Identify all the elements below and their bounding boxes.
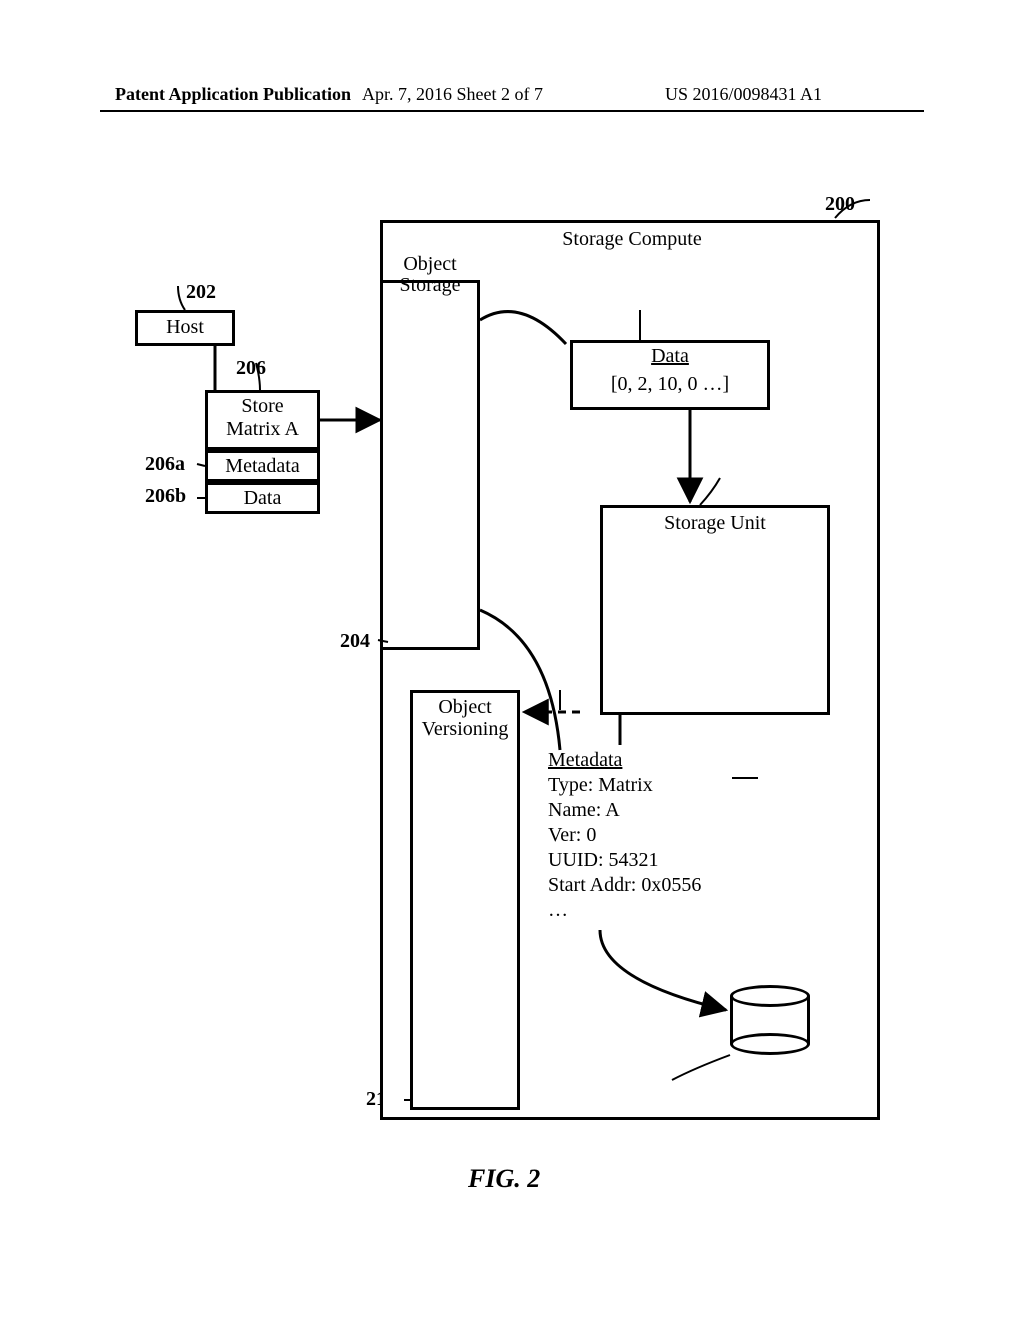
meta-uuid: UUID: 54321 xyxy=(548,848,758,873)
object-storage-box xyxy=(380,280,480,650)
page: Patent Application Publication Apr. 7, 2… xyxy=(0,0,1024,1320)
object-versioning-box xyxy=(410,690,520,1110)
data-header: Data xyxy=(570,345,770,368)
ref-206: 206 xyxy=(236,357,266,380)
ref-202: 202 xyxy=(186,281,216,304)
meta-type: Type: Matrix xyxy=(548,773,758,798)
pub-header-left: Patent Application Publication xyxy=(115,84,351,105)
metadata-cell-label: Metadata xyxy=(205,455,320,478)
object-storage-l1: Object xyxy=(380,253,480,276)
ref-206b: 206b xyxy=(145,485,186,508)
metadata-block: Metadata Type: Matrix Name: A Ver: 0 UUI… xyxy=(548,748,758,923)
ref-200: 200 xyxy=(825,193,855,216)
ref-206a: 206a xyxy=(145,453,185,476)
pub-header-right: US 2016/0098431 A1 xyxy=(665,84,822,105)
object-storage-l2: Storage xyxy=(380,274,480,297)
storage-compute-label: Storage Compute xyxy=(512,228,752,251)
figure-caption: FIG. 2 xyxy=(468,1164,540,1194)
object-versioning-l2: Versioning xyxy=(410,718,520,741)
metadata-header: Metadata xyxy=(548,748,758,773)
store-l1: Store xyxy=(205,395,320,418)
object-versioning-l1: Object xyxy=(410,696,520,719)
meta-addr: Start Addr: 0x0556 xyxy=(548,873,758,898)
meta-ell: … xyxy=(548,898,758,923)
storage-unit-label: Storage Unit xyxy=(600,512,830,535)
pub-header-mid: Apr. 7, 2016 Sheet 2 of 7 xyxy=(362,84,543,105)
meta-name: Name: A xyxy=(548,798,758,823)
header-rule xyxy=(100,110,924,112)
ref-204: 204 xyxy=(340,630,370,653)
meta-ver: Ver: 0 xyxy=(548,823,758,848)
host-label: Host xyxy=(135,316,235,339)
storage-unit-box xyxy=(600,505,830,715)
data-cell-label: Data xyxy=(205,487,320,510)
data-values: [0, 2, 10, 0 …] xyxy=(570,373,770,396)
store-l2: Matrix A xyxy=(205,418,320,441)
cylinder-210 xyxy=(730,985,810,1055)
